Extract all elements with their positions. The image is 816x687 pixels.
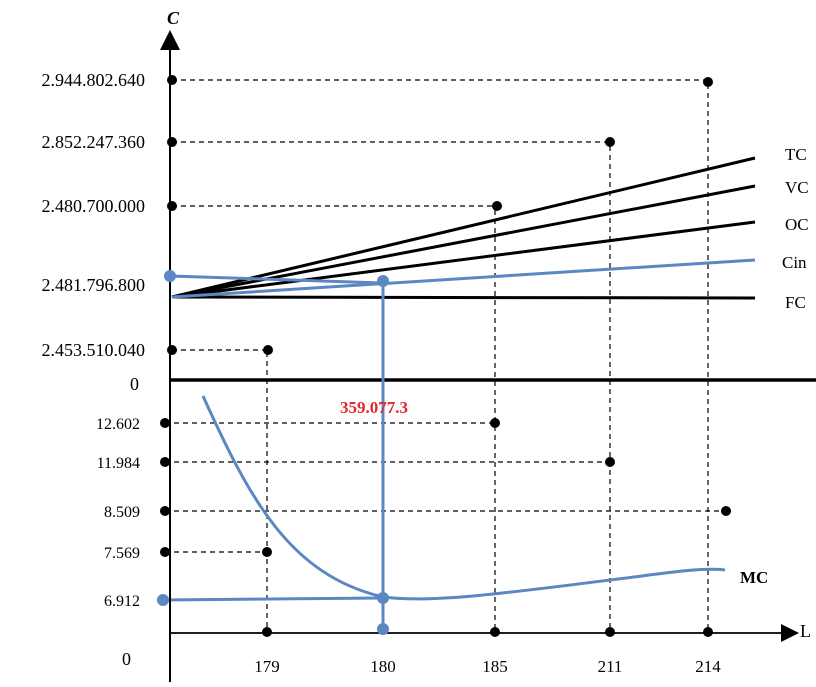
lower-zero-label: 0 bbox=[122, 649, 131, 669]
y-tick-label: 2.481.796.800 bbox=[42, 275, 146, 295]
axis-dot bbox=[160, 547, 170, 557]
data-point bbox=[721, 506, 731, 516]
x-axis-dot bbox=[703, 627, 713, 637]
data-point bbox=[263, 345, 273, 355]
lower-y-tick-labels: 12.602 11.984 8.509 7.569 6.912 bbox=[96, 416, 140, 610]
axis-dot bbox=[160, 457, 170, 467]
y-axis-title: C bbox=[167, 8, 180, 28]
axis-dot bbox=[167, 201, 177, 211]
data-point bbox=[490, 418, 500, 428]
x-tick-labels: 179 180 185 211 214 bbox=[254, 657, 721, 676]
annotation-value: 359.077.3 bbox=[340, 398, 408, 417]
upper-y-tick-labels: 2.944.802.640 2.852.247.360 2.480.700.000 2… bbox=[42, 70, 146, 360]
series-label: OC bbox=[785, 215, 809, 234]
data-point bbox=[703, 77, 713, 87]
axis-dot bbox=[167, 75, 177, 85]
optimum-mc-horizontal-line bbox=[162, 596, 384, 602]
x-tick-label: 214 bbox=[695, 657, 721, 676]
data-point bbox=[262, 547, 272, 557]
upper-cost-lines bbox=[169, 156, 756, 300]
axis-dot bbox=[167, 137, 177, 147]
y-tick-label: 2.944.802.640 bbox=[42, 70, 146, 90]
optimum-point bbox=[377, 275, 389, 287]
optimum-point bbox=[164, 270, 176, 282]
data-point bbox=[605, 457, 615, 467]
axis-dot bbox=[160, 506, 170, 516]
y-tick-label: 11.984 bbox=[97, 455, 140, 472]
data-point bbox=[605, 137, 615, 147]
optimum-point bbox=[157, 594, 169, 606]
axis-dot bbox=[160, 418, 170, 428]
y-tick-label: 2.480.700.000 bbox=[42, 196, 146, 216]
y-tick-label: 7.569 bbox=[104, 545, 140, 562]
series-label: MC bbox=[740, 568, 768, 587]
optimum-horizontal-line bbox=[169, 274, 384, 285]
y-tick-label: 2.852.247.360 bbox=[42, 132, 146, 152]
y-tick-label: 8.509 bbox=[104, 504, 140, 521]
x-tick-label: 211 bbox=[598, 657, 623, 676]
series-line-fc bbox=[171, 295, 756, 300]
x-tick-label: 180 bbox=[370, 657, 396, 676]
series-label: TC bbox=[785, 145, 807, 164]
optimum-point bbox=[377, 592, 389, 604]
dashed-guides bbox=[165, 79, 725, 630]
series-labels: TC VC OC Cin FC MC bbox=[740, 145, 809, 587]
x-axis-dot bbox=[490, 627, 500, 637]
series-line-oc bbox=[171, 220, 756, 299]
marginal-cost-curve-group bbox=[162, 395, 726, 602]
y-tick-label: 12.602 bbox=[96, 416, 140, 433]
series-label: FC bbox=[785, 293, 806, 312]
upper-zero-label: 0 bbox=[130, 374, 139, 394]
x-axis-dot bbox=[262, 627, 272, 637]
x-axis-dot bbox=[605, 627, 615, 637]
optimum-point bbox=[377, 623, 389, 635]
x-axis-title: L bbox=[800, 621, 811, 641]
axis-dot bbox=[167, 345, 177, 355]
data-point bbox=[492, 201, 502, 211]
x-tick-label: 179 bbox=[254, 657, 280, 676]
x-tick-label: 185 bbox=[482, 657, 508, 676]
series-label: Cin bbox=[782, 253, 807, 272]
series-line-cin bbox=[171, 258, 756, 299]
data-points bbox=[157, 75, 731, 637]
series-line-tc bbox=[171, 156, 756, 299]
y-tick-label: 2.453.510.040 bbox=[42, 340, 146, 360]
series-label: VC bbox=[785, 178, 809, 197]
y-tick-label: 6.912 bbox=[104, 593, 140, 610]
series-line-mc bbox=[201, 395, 726, 601]
